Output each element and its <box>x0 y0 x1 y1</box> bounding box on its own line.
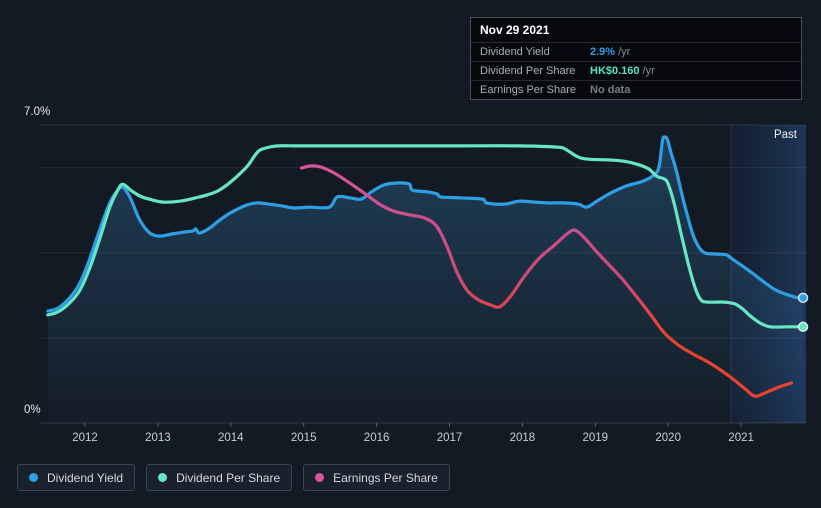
tooltip-row-unit: /yr <box>618 46 631 58</box>
tooltip-row-dividend-yield: Dividend Yield 2.9%/yr <box>471 42 801 61</box>
tooltip-row-value: HK$0.160/yr <box>590 65 655 77</box>
tooltip-row-label: Dividend Per Share <box>480 65 576 77</box>
x-axis-label: 2021 <box>728 432 754 444</box>
legend-item-dividend-per-share[interactable]: Dividend Per Share <box>146 464 293 491</box>
tooltip-row-value: No data <box>590 84 631 96</box>
legend-item-earnings-per-share[interactable]: Earnings Per Share <box>303 464 450 491</box>
tooltip-row-unit: /yr <box>642 65 655 77</box>
dividend-per-share-marker[interactable] <box>797 321 809 333</box>
tooltip-row-earnings-per-share: Earnings Per Share No data <box>471 80 801 99</box>
x-axis-label: 2020 <box>655 432 681 444</box>
legend-dot <box>315 473 325 482</box>
tooltip: Nov 29 2021 Dividend Yield 2.9%/yr Divid… <box>470 17 802 100</box>
x-axis-label: 2018 <box>510 432 536 444</box>
x-axis-label: 2019 <box>583 432 609 444</box>
y-axis-label-max: 7.0% <box>24 106 51 118</box>
chart-legend: Dividend Yield Dividend Per Share Earnings… <box>17 464 450 491</box>
legend-label: Earnings Per Share <box>333 470 438 485</box>
legend-label: Dividend Per Share <box>176 470 281 485</box>
x-axis-label: 2015 <box>291 432 317 444</box>
dividend-yield-line <box>46 135 805 313</box>
x-axis-label: 2016 <box>364 432 390 444</box>
earnings-per-share-line <box>299 164 793 398</box>
dividend-per-share-line <box>46 144 805 329</box>
y-axis-label-min: 0% <box>24 404 41 416</box>
legend-dot <box>158 473 168 482</box>
dividend-history-chart[interactable]: 2012 2013 2014 2015 2016 2017 2018 2019 2020 2021 <box>0 0 821 460</box>
past-region-label: Past <box>773 129 797 141</box>
tooltip-date: Nov 29 2021 <box>480 23 550 37</box>
dividend-yield-area <box>47 136 804 424</box>
dividend-yield-marker[interactable] <box>797 292 809 304</box>
legend-item-dividend-yield[interactable]: Dividend Yield <box>17 464 136 491</box>
x-axis-label: 2013 <box>145 432 171 444</box>
tooltip-row-dividend-per-share: Dividend Per Share HK$0.160/yr <box>471 61 801 80</box>
x-axis-label: 2017 <box>437 432 463 444</box>
tooltip-row-label: Earnings Per Share <box>480 84 576 96</box>
tooltip-row-label: Dividend Yield <box>480 46 550 58</box>
x-axis-label: 2012 <box>72 432 98 444</box>
legend-label: Dividend Yield <box>47 470 124 485</box>
legend-dot <box>29 473 38 482</box>
tooltip-row-value: 2.9%/yr <box>590 46 631 58</box>
x-axis-label: 2014 <box>218 432 244 444</box>
